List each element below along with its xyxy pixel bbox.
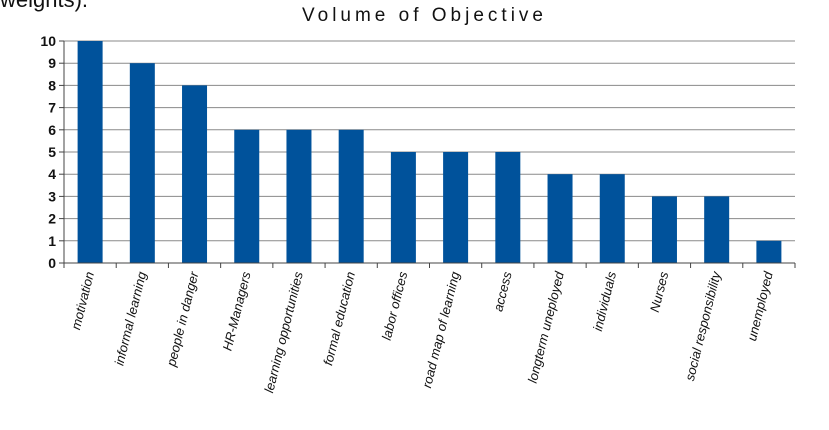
x-tick-label: informal learning	[111, 269, 149, 367]
gridlines	[64, 40, 795, 264]
bar	[129, 63, 155, 264]
x-tick-label: individuals	[590, 270, 619, 333]
x-tick-label: access	[490, 270, 514, 313]
bar	[234, 129, 260, 263]
y-tick-label: 7	[48, 100, 56, 116]
bar	[704, 196, 730, 263]
y-tick-label: 6	[48, 122, 56, 138]
y-tick-label: 3	[48, 188, 56, 204]
y-tick-label: 4	[48, 166, 56, 182]
x-tick-label: social responsibility	[682, 269, 724, 383]
x-tick-label: motivation	[68, 270, 97, 331]
x-tick-label: people in danger	[163, 269, 201, 368]
bar	[390, 152, 416, 263]
x-tick-label: HR-Managers	[220, 270, 254, 353]
axes	[59, 40, 796, 268]
bar	[182, 85, 208, 264]
y-tick-label: 1	[48, 233, 56, 249]
y-tick-label: 9	[48, 55, 56, 71]
y-tick-label: 2	[48, 211, 56, 227]
bar	[599, 174, 625, 263]
bar	[286, 129, 312, 263]
x-tick-label: longterm uneployed	[525, 269, 567, 384]
bar	[547, 174, 573, 263]
bar	[756, 240, 782, 263]
bar	[495, 152, 521, 263]
bar	[77, 41, 103, 263]
y-tick-label: 0	[48, 255, 56, 271]
x-tick-label: Nurses	[647, 270, 672, 314]
x-tick-label: road map of learning	[419, 269, 463, 389]
y-tick-label: 10	[40, 33, 56, 49]
x-tick-label: formal education	[320, 270, 358, 367]
bars	[77, 41, 782, 264]
cropped-text-fragment: weights).	[0, 0, 88, 13]
bar	[651, 196, 677, 263]
chart-title: Volume of Objective	[302, 5, 547, 26]
bar	[338, 129, 364, 263]
y-tick-labels: 0 1 2 3 4 5 6 7 8 9 10	[40, 33, 56, 271]
y-tick-label: 5	[48, 144, 56, 160]
x-tick-labels: motivation informal learning people in dan…	[68, 269, 776, 395]
x-tick-label: unemployed	[744, 269, 776, 342]
bar	[443, 152, 469, 263]
x-tick-label: learning opportunities	[261, 270, 306, 395]
x-tick-label: labor offices	[379, 270, 411, 342]
y-tick-label: 8	[48, 77, 56, 93]
